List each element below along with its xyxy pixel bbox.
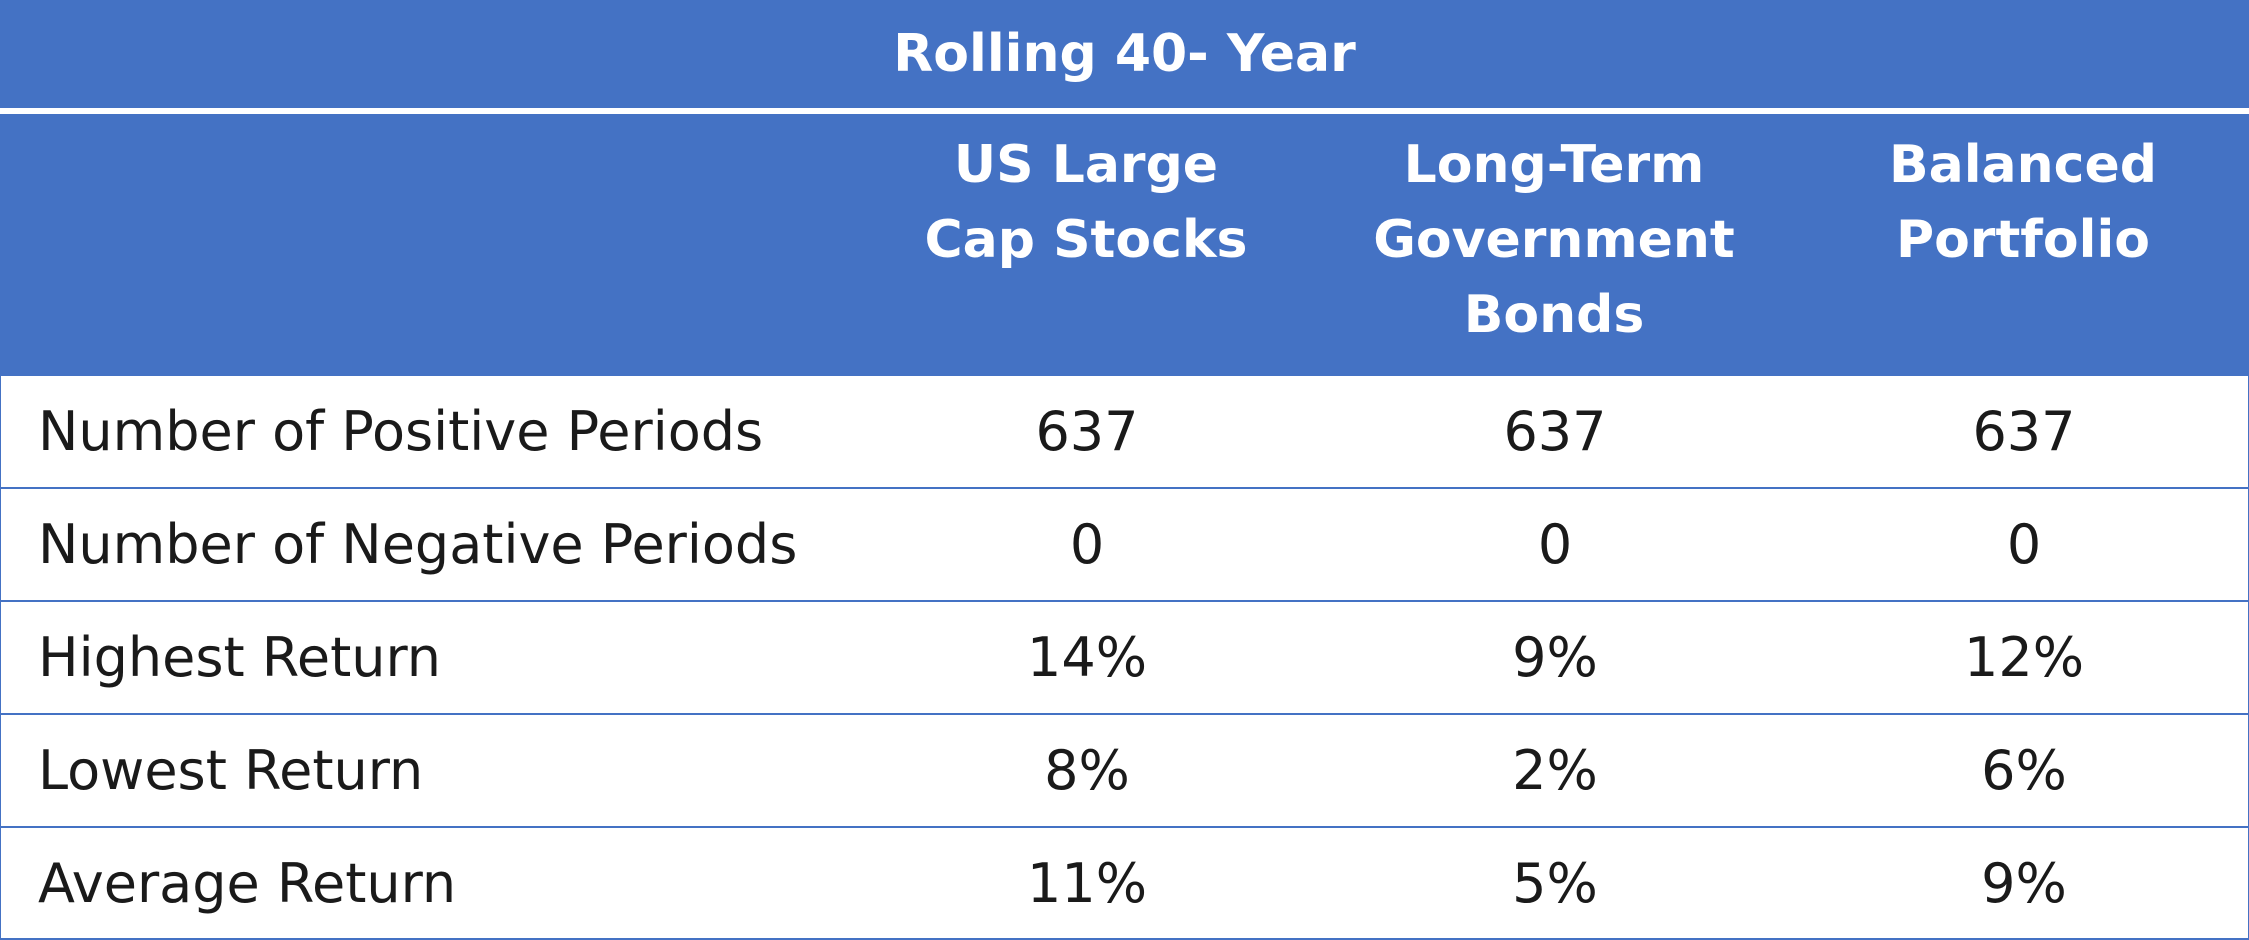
table-cell: 2%	[1512, 739, 1598, 802]
column-header-balanced-portfolio: Balanced Portfolio	[1889, 135, 2157, 270]
table-cell: 9%	[1981, 852, 2067, 915]
table-cell: 6%	[1981, 739, 2067, 802]
row-label: Average Return	[38, 852, 457, 915]
row-label: Number of Negative Periods	[38, 513, 798, 576]
table-cell: 11%	[1026, 852, 1148, 915]
table-cell: 12%	[1963, 626, 2085, 689]
title-divider	[0, 108, 2249, 114]
table-row: Highest Return 14% 9% 12%	[0, 602, 2249, 715]
column-header-us-large-cap-stocks: US Large Cap Stocks	[924, 135, 1248, 270]
table-row: Number of Negative Periods 0 0 0	[0, 489, 2249, 602]
row-label: Lowest Return	[38, 739, 424, 802]
row-label: Number of Positive Periods	[38, 400, 764, 463]
table-row: Number of Positive Periods 637 637 637	[0, 376, 2249, 489]
table-cell: 637	[1972, 400, 2076, 463]
table-row: Average Return 11% 5% 9%	[0, 828, 2249, 940]
table-title: Rolling 40- Year	[0, 0, 2249, 108]
table-cell: 14%	[1026, 626, 1148, 689]
column-header-row	[0, 114, 2249, 376]
table-cell: 637	[1035, 400, 1139, 463]
table-cell: 0	[1537, 513, 1573, 576]
table-row: Lowest Return 8% 2% 6%	[0, 715, 2249, 828]
table-cell: 637	[1503, 400, 1607, 463]
table-cell: 9%	[1512, 626, 1598, 689]
table-cell: 0	[2006, 513, 2042, 576]
row-label: Highest Return	[38, 626, 441, 689]
column-header-long-term-government-bonds: Long-Term Government Bonds	[1373, 135, 1735, 345]
table-cell: 8%	[1044, 739, 1130, 802]
table-cell: 5%	[1512, 852, 1598, 915]
table-body: Number of Positive Periods 637 637 637 N…	[0, 376, 2249, 940]
table-cell: 0	[1069, 513, 1105, 576]
